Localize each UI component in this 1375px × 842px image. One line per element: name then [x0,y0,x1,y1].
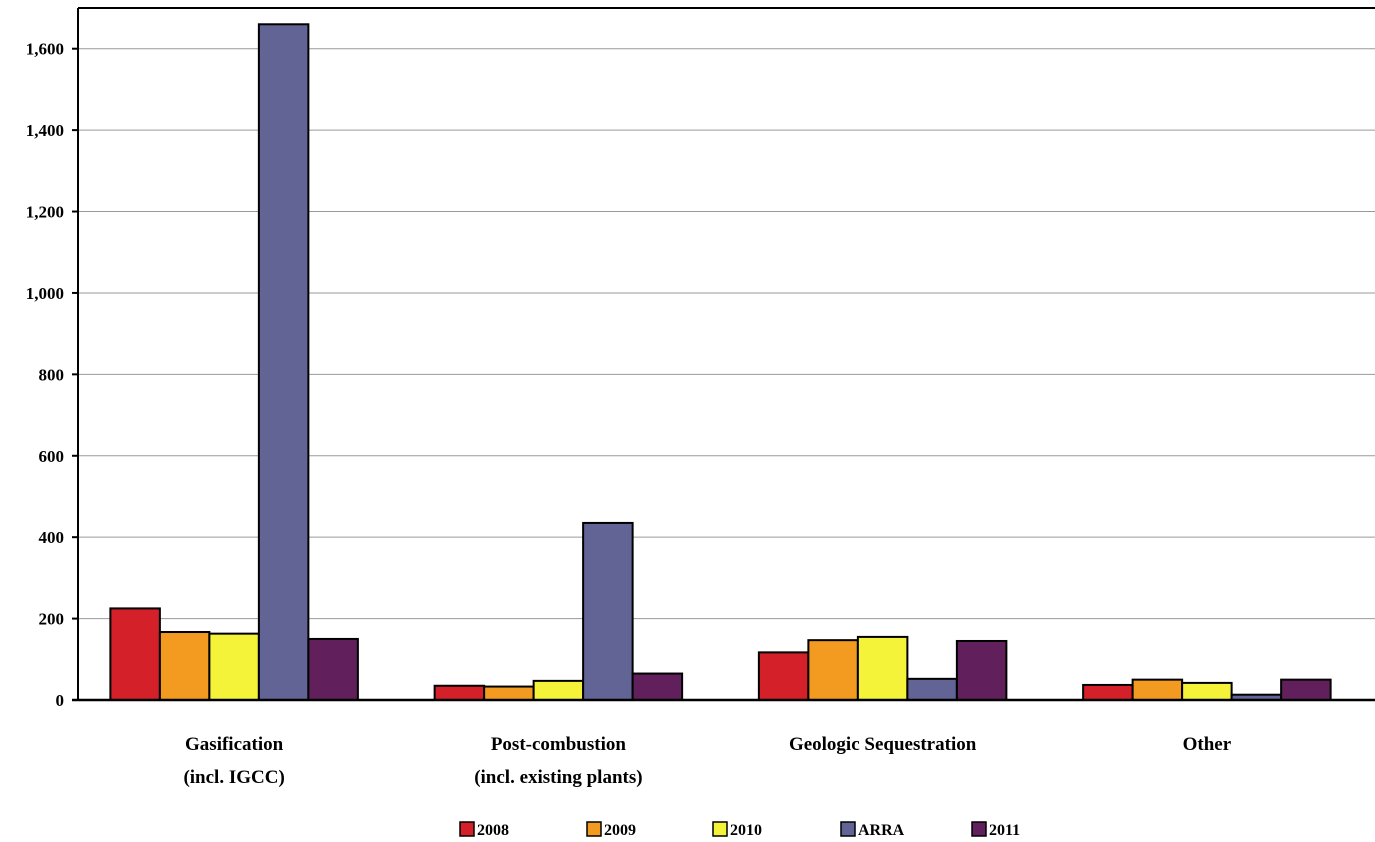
y-tick-label: 400 [39,528,65,547]
x-axis-categories: Gasification (incl. IGCC) Post-combustion (… [183,734,1231,788]
legend-swatch-2009 [586,821,602,837]
bar-2009-0 [158,631,211,701]
bar-arra-1 [582,521,634,701]
bar-2011-1 [631,672,684,702]
x-category-label: (incl. existing plants) [474,767,642,788]
x-category-label: (incl. IGCC) [183,767,284,788]
bar-2008-0 [109,607,161,701]
legend-swatch-arra [840,821,856,837]
bar-2008-1 [433,684,486,701]
y-tick-label: 0 [56,691,65,710]
bar-arra-2 [906,677,958,702]
x-category-label: Post-combustion [491,734,627,755]
y-tick-label: 1,200 [26,203,64,222]
bar-2011-2 [955,639,1008,701]
y-tick-label: 1,000 [26,284,64,303]
legend-swatch-2010 [712,821,728,837]
bar-2009-1 [483,685,535,702]
y-tick-label: 1,400 [26,121,64,140]
x-category-label: Gasification [185,734,284,755]
bar-2010-3 [1181,681,1233,701]
y-tick-label: 800 [39,365,65,384]
y-tick-label: 600 [39,447,65,466]
y-tick-label: 200 [39,610,65,629]
bar-2010-0 [208,632,260,701]
bar-2008-3 [1082,683,1134,702]
x-category-label: Geologic Sequestration [789,734,977,755]
y-axis-ticks: 0 200 400 600 800 1,000 1,200 1,400 1,600 [26,40,78,710]
axes [72,7,1375,702]
x-category-label: Other [1183,734,1232,755]
bar-2009-3 [1131,678,1184,701]
bar-arra-0 [257,23,310,702]
bar-2009-2 [807,639,859,701]
bar-2011-0 [307,637,359,701]
legend-label-arra: ARRA [858,822,905,839]
bar-2010-1 [532,679,585,701]
bars [109,23,1332,702]
legend-label-2011: 2011 [989,822,1020,839]
legend-label-2010: 2010 [730,822,762,839]
bar-2008-2 [757,651,810,702]
bar-2010-2 [856,635,909,701]
legend-swatch-2008 [459,821,475,837]
legend-label-2009: 2009 [604,822,636,839]
legend-swatch-2011 [971,821,987,837]
legend-label-2008: 2008 [477,822,509,839]
bar-2011-3 [1280,678,1332,701]
legend: 2008 2009 2010 ARRA 2011 [459,821,1020,839]
y-tick-label: 1,600 [26,40,64,59]
